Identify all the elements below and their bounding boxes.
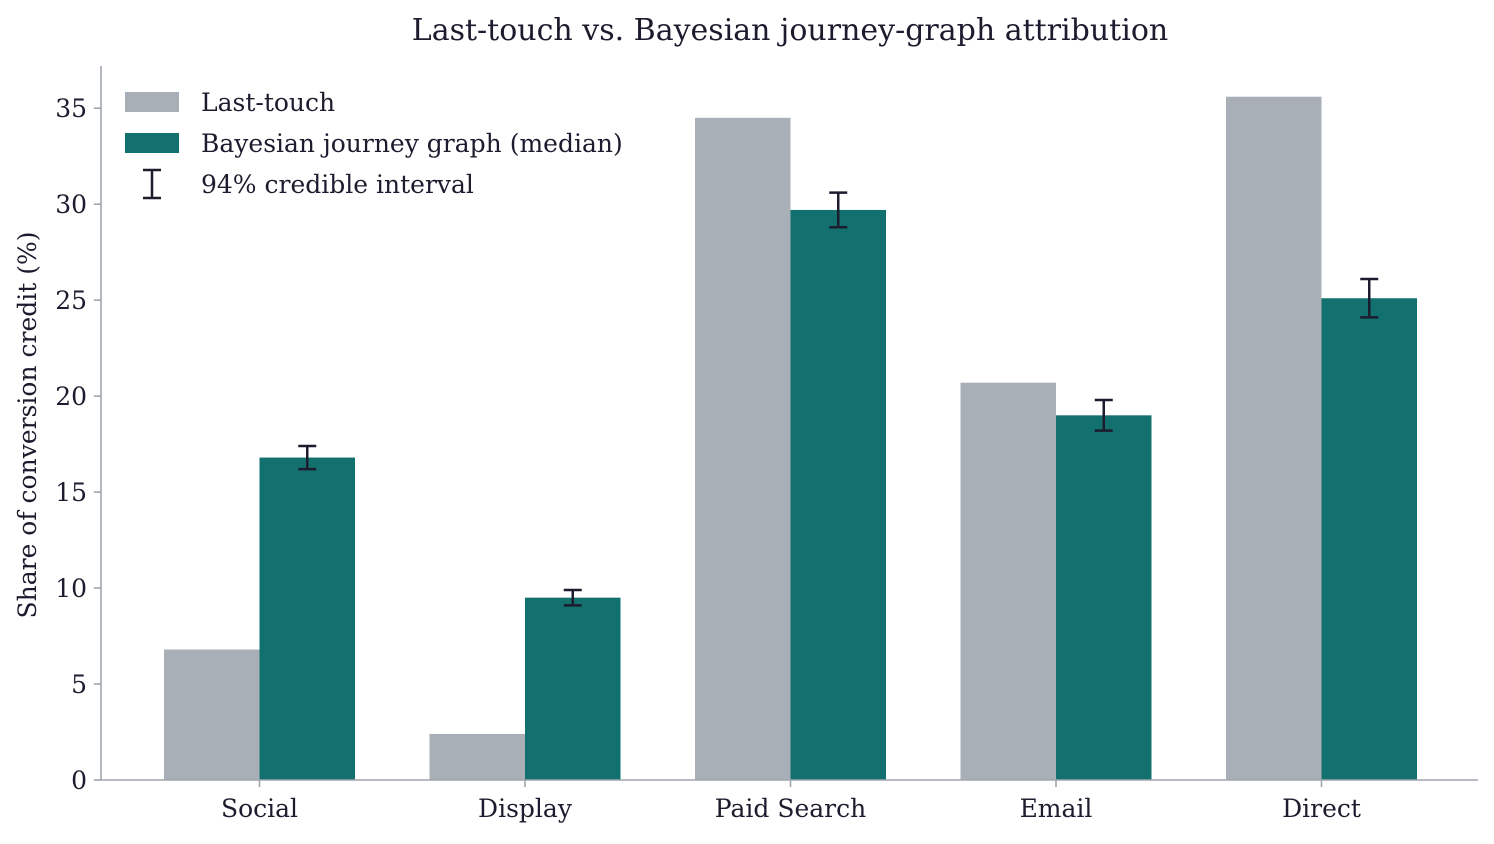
chart-title: Last-touch vs. Bayesian journey-graph at… [412,13,1168,48]
legend-swatch-bayesian-journey-graph-median [125,133,179,153]
plot-area: 0 5 10 15 20 25 30 35 Social Display Paid Search Em… [55,66,1478,823]
legend-label-bayesian-journey-graph-median: Bayesian journey graph (median) [201,129,623,158]
legend-label-credible-interval: 94% credible interval [201,170,474,199]
bar-bayesian-journey-graph-median-direct [1321,298,1417,780]
y-axis-label: Share of conversion credit (%) [13,231,42,618]
y-tick-label-10: 10 [55,574,87,603]
bar-last-touch-display [429,733,525,780]
legend: Last-touch Bayesian journey graph (median… [125,88,623,200]
x-tick-label-social: Social [221,794,298,823]
bar-last-touch-email [960,382,1056,780]
bar-bayesian-journey-graph-median-email [1056,415,1152,780]
bar-bayesian-journey-graph-median-paid-search [790,209,886,781]
y-tick-label-20: 20 [55,382,87,411]
bar-last-touch-social [164,649,260,780]
legend-swatch-last-touch [125,92,179,112]
legend-label-last-touch: Last-touch [201,88,335,117]
y-tick-label-0: 0 [71,766,87,795]
x-tick-label-display: Display [478,794,573,823]
y-tick-label-30: 30 [55,190,87,219]
y-tick-label-25: 25 [55,286,87,315]
x-tick-label-paid-search: Paid Search [715,794,866,823]
y-tick-label-35: 35 [55,94,87,123]
x-tick-label-email: Email [1020,794,1093,823]
bar-bayesian-journey-graph-median-social [259,457,355,780]
x-tick-label-direct: Direct [1282,794,1361,823]
bar-bayesian-journey-graph-median-display [525,597,621,780]
y-tick-label-5: 5 [71,670,87,699]
bar-last-touch-paid-search [695,117,791,781]
bar-last-touch-direct [1226,96,1322,781]
y-tick-label-15: 15 [55,478,87,507]
